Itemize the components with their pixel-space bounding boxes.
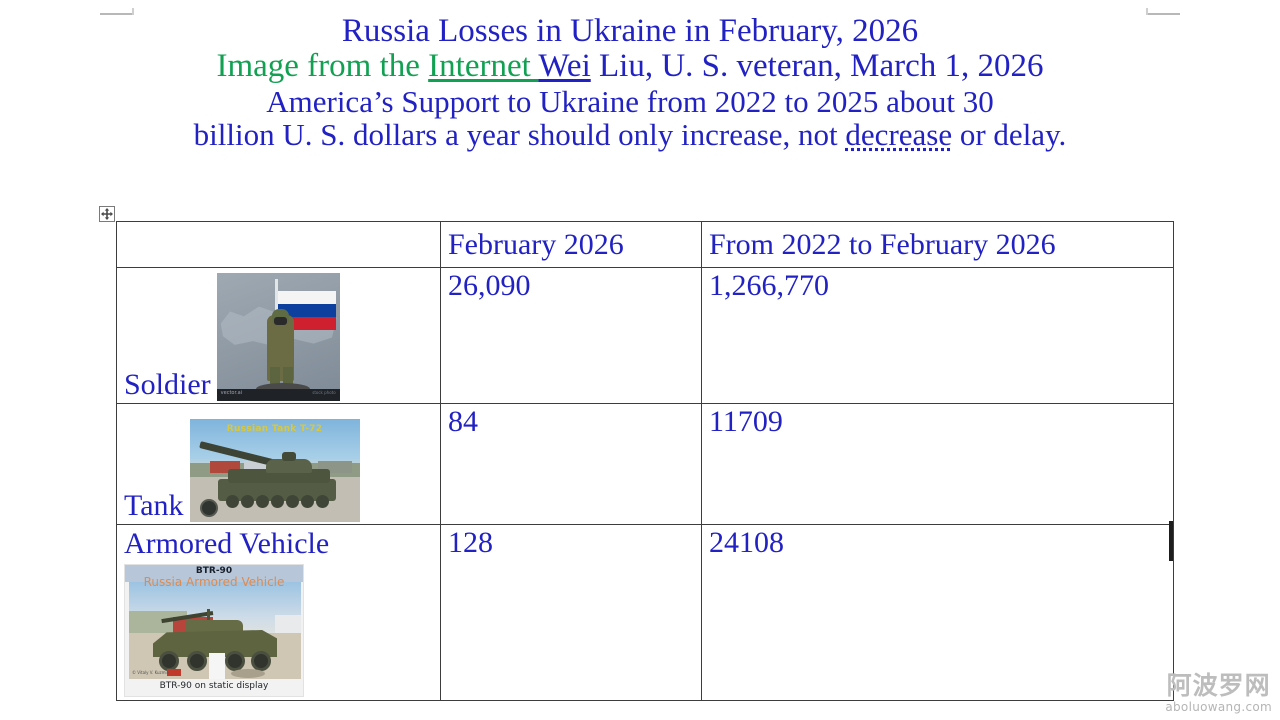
heading-line-title: Russia Losses in Ukraine in February, 20… <box>341 13 919 49</box>
heading-line-support: America’s Support to Ukraine from 2022 t… <box>266 83 994 119</box>
heading-author-underlined: Wei <box>538 48 591 85</box>
russia-losses-table: February 2026 From 2022 to February 2026… <box>116 221 1174 701</box>
header-cell-cumulative: From 2022 to February 2026 <box>701 221 1174 268</box>
row-label-armored-vehicle: Armored Vehicle <box>124 527 330 560</box>
heading-author-rest: Liu, U. S. veteran, March 1, 2026 <box>590 48 1044 85</box>
tank-image-overlay-caption: Russian Tank T-72 <box>226 424 323 434</box>
btr-image-title: BTR-90 <box>195 566 233 576</box>
table-header-row: February 2026 From 2022 to February 2026 <box>116 221 1174 268</box>
watermark: 阿波罗网 aboluowang.com <box>1165 673 1272 714</box>
btr-90-armored-vehicle-image: BTR-90 Russia Armored Vehicle <box>124 564 304 697</box>
cell-tank-label: Tank <box>116 403 441 525</box>
cell-armored-month: 128 <box>440 524 702 701</box>
heading-line-attribution: Image from the Internet Wei Liu, U. S. v… <box>100 49 1160 84</box>
btr-image-subtitle: Russia Armored Vehicle <box>143 575 285 589</box>
soldier-image-credit-right: stock photo <box>312 390 336 395</box>
table-row-armored-vehicle: Armored Vehicle BTR-90 Russia Armored Ve… <box>116 524 1174 701</box>
cell-soldier-cumulative: 1,266,770 <box>701 267 1174 404</box>
heading-line-support-cont: billion U. S. dollars a year should only… <box>100 118 1160 151</box>
table-column-resize-handle[interactable] <box>1169 521 1173 561</box>
heading-decrease-emphasis: decrease <box>845 116 953 152</box>
cell-tank-cumulative: 11709 <box>701 403 1174 525</box>
heading-line4-before: billion U. S. dollars a year should only… <box>193 116 846 152</box>
russian-tank-t72-image: Russian Tank T-72 <box>189 419 360 522</box>
heading-source-text: Image from the <box>216 48 429 85</box>
cell-soldier-label: Soldier vector.ai <box>116 267 441 404</box>
header-cell-category <box>116 221 441 268</box>
cell-armored-label: Armored Vehicle BTR-90 Russia Armored Ve… <box>116 524 441 701</box>
watermark-domain-text: aboluowang.com <box>1165 700 1272 714</box>
header-cell-month: February 2026 <box>440 221 702 268</box>
table-move-handle[interactable] <box>99 206 115 222</box>
cell-armored-cumulative: 24108 <box>701 524 1174 701</box>
table-row-soldier: Soldier vector.ai <box>116 267 1174 404</box>
heading-internet-link[interactable]: Internet <box>428 48 539 85</box>
btr-image-credit: © Vitaly V. Kuzmin <box>132 670 170 675</box>
document-heading: Russia Losses in Ukraine in February, 20… <box>100 13 1160 151</box>
heading-line4-after: or delay. <box>952 116 1067 152</box>
move-arrows-icon <box>101 208 113 220</box>
soldier-image-credit-left: vector.ai <box>220 390 243 396</box>
row-label-soldier: Soldier <box>124 367 211 401</box>
cell-tank-month: 84 <box>440 403 702 525</box>
btr-image-caption: BTR-90 on static display <box>159 681 269 691</box>
russian-soldier-with-flag-image: vector.ai stock photo <box>216 273 340 401</box>
table-row-tank: Tank <box>116 403 1174 525</box>
watermark-chinese-text: 阿波罗网 <box>1166 671 1271 700</box>
row-label-tank: Tank <box>124 488 184 522</box>
cell-soldier-month: 26,090 <box>440 267 702 404</box>
